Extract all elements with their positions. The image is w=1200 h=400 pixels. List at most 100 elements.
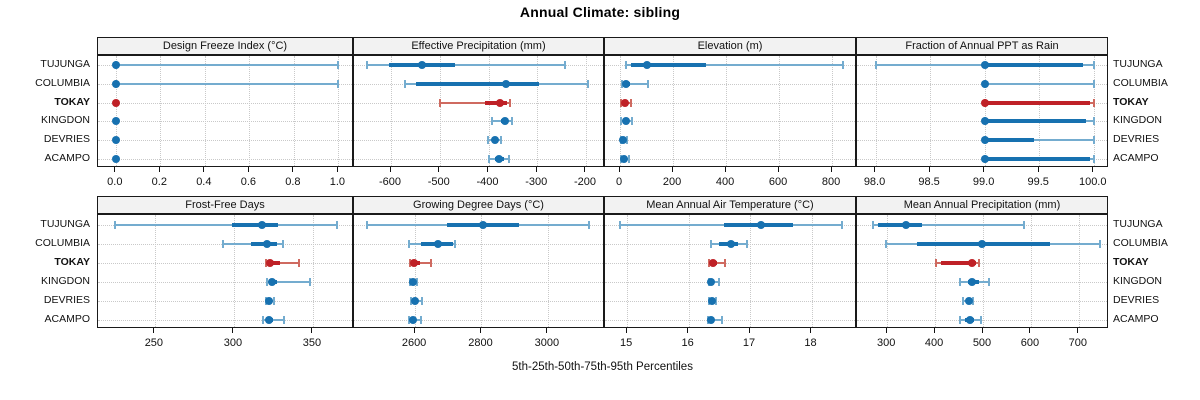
axis-tick	[438, 167, 440, 172]
gridline-horizontal	[98, 262, 352, 264]
axis-tick	[1092, 167, 1094, 172]
whisker-cap-high	[1092, 80, 1095, 88]
axis-tick-label: 600	[1020, 337, 1040, 349]
whisker-cap-high	[308, 277, 311, 286]
row-label-right-tokay: TOKAY	[1113, 255, 1149, 268]
gridline-vertical	[811, 215, 813, 327]
gridline-vertical	[233, 215, 235, 327]
whisker-cap-low	[959, 315, 961, 324]
median-dot	[980, 80, 989, 88]
panel-body-fraction-of-annual-ppt-as-rain	[856, 55, 1108, 167]
median-dot	[964, 296, 973, 305]
whisker-cap-low	[438, 98, 441, 107]
row-label-right-devries: DEVRIES	[1113, 133, 1160, 145]
gridline-vertical	[338, 56, 340, 166]
gridline-horizontal	[605, 140, 855, 141]
median-dot	[967, 258, 976, 267]
median-dot	[622, 80, 631, 88]
axis-tick	[247, 167, 249, 172]
axis-tick-label: 300	[876, 337, 896, 349]
gridline-vertical	[488, 56, 490, 166]
row-label-left-tokay: TOKAY	[54, 255, 90, 268]
gridline-horizontal	[354, 140, 603, 141]
gridline-vertical	[585, 56, 587, 166]
gridline-horizontal	[605, 300, 855, 302]
axis-tick-label: 600	[768, 176, 788, 188]
whisker-cap-low	[884, 239, 887, 248]
gridline-horizontal	[605, 121, 855, 123]
axis-tick-label: 2600	[401, 337, 427, 349]
axis-tick-label: -500	[427, 176, 450, 188]
gridline-horizontal	[857, 262, 1107, 264]
gridline-vertical	[1039, 56, 1041, 166]
whisker-cap-high	[454, 239, 457, 248]
percentile-whisker	[708, 261, 726, 264]
panel-strip-frost-free-days: Frost-Free Days	[97, 196, 353, 214]
gridline-horizontal	[605, 158, 855, 160]
gridline-horizontal	[354, 281, 603, 283]
axis-tick	[724, 167, 726, 172]
gridline-horizontal	[605, 84, 855, 85]
percentile-whisker	[115, 64, 339, 67]
whisker-cap-low	[959, 277, 961, 286]
gridline-vertical	[875, 56, 877, 166]
whisker-cap-high	[628, 154, 631, 163]
row-label-left-columbia: COLUMBIA	[35, 77, 90, 89]
median-dot	[496, 98, 505, 107]
gridline-vertical	[1078, 215, 1080, 327]
gridline-horizontal	[98, 121, 352, 123]
median-dot	[977, 239, 986, 248]
axis-tick-label: 0.6	[240, 176, 256, 188]
percentile-whisker	[115, 83, 339, 85]
whisker-cap-high	[1099, 239, 1102, 248]
percentile-whisker	[984, 139, 1094, 141]
interquartile-bar	[984, 119, 1087, 124]
axis-tick	[1037, 167, 1039, 172]
gridline-vertical	[688, 215, 690, 327]
axis-tick-label: -300	[525, 176, 548, 188]
panel-body-effective-precipitation-mm	[353, 55, 604, 167]
whisker-cap-high	[281, 239, 284, 248]
percentile-whisker	[267, 280, 310, 283]
gridline-vertical	[160, 56, 162, 166]
gridline-horizontal	[98, 319, 352, 321]
median-dot	[409, 315, 418, 324]
median-dot	[706, 315, 715, 324]
interquartile-bar	[484, 100, 508, 105]
row-label-right-acampo: ACAMPO	[1113, 151, 1159, 164]
whisker-cap-low	[404, 80, 407, 88]
axis-tick-label: 17	[742, 337, 756, 349]
gridline-vertical	[547, 215, 549, 327]
gridline-vertical	[204, 56, 206, 166]
whisker-cap-high	[721, 315, 724, 324]
whisker-cap-high	[429, 258, 432, 267]
axis-tick-label: 98.5	[918, 176, 940, 188]
whisker-cap-high	[297, 258, 300, 267]
whisker-cap-high	[972, 296, 975, 305]
percentile-whisker	[984, 83, 1094, 85]
gridline-vertical	[779, 56, 781, 166]
whisker-cap-high	[416, 277, 419, 286]
gridline-vertical	[537, 56, 539, 166]
panel-strip-effective-precipitation-mm: Effective Precipitation (mm)	[353, 37, 604, 55]
gridline-horizontal	[354, 158, 603, 160]
gridline-vertical	[439, 56, 441, 166]
row-label-right-devries: DEVRIES	[1113, 293, 1160, 306]
figure-title: Annual Climate: sibling	[519, 4, 681, 20]
whisker-cap-low	[620, 80, 623, 88]
axis-tick	[625, 328, 627, 333]
row-label-left-acampo: ACAMPO	[44, 151, 90, 164]
median-dot	[501, 80, 510, 88]
axis-tick-label: 700	[1068, 337, 1087, 349]
median-dot	[409, 277, 418, 286]
median-dot	[643, 61, 652, 70]
median-dot	[980, 117, 989, 126]
whisker-cap-low	[264, 258, 267, 267]
row-label-left-acampo: ACAMPO	[44, 312, 90, 325]
panel-strip-growing-degree-days-c: Growing Degree Days (°C)	[353, 196, 604, 214]
whisker-cap-low	[365, 220, 368, 229]
whisker-cap-high	[647, 80, 650, 88]
panel-body-mean-annual-air-temperature-c	[604, 214, 856, 328]
axis-tick	[203, 167, 205, 172]
axis-tick	[1077, 328, 1079, 333]
